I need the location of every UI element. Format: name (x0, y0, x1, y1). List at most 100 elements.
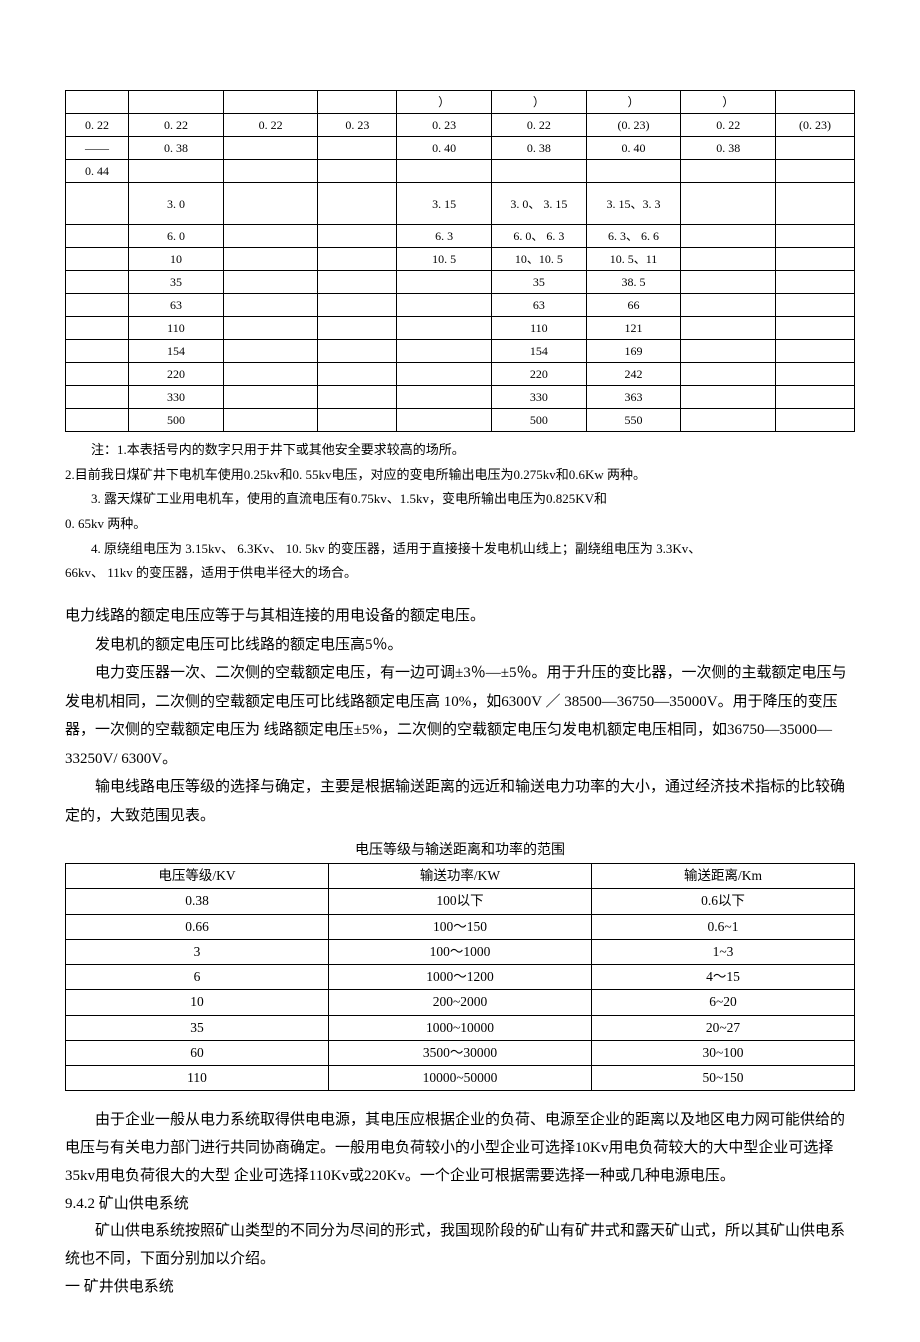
table-cell (681, 294, 776, 317)
paragraph-block-2: 由于企业一般从电力系统取得供电电源，其电压应根据企业的负荷、电源至企业的距离以及… (65, 1107, 855, 1301)
table-cell: 1~3 (592, 939, 855, 964)
table-cell: 35 (66, 1015, 329, 1040)
table-cell: 20~27 (592, 1015, 855, 1040)
table-cell: 6. 0、 6. 3 (492, 225, 587, 248)
body-paragraph: 电力线路的额定电压应等于与其相连接的用电设备的额定电压。 (65, 602, 855, 631)
table-cell (776, 137, 855, 160)
table-cell (223, 409, 318, 432)
table-row: ）））） (66, 91, 855, 114)
table-row: 3. 03. 153. 0、 3. 153. 15、3. 3 (66, 183, 855, 225)
table-header-row: 电压等级/KV输送功率/KW输送距离/Km (66, 864, 855, 889)
table-cell (129, 160, 224, 183)
table-cell: 6 (66, 965, 329, 990)
table-cell: ） (586, 91, 681, 114)
table-cell: 10. 5、11 (586, 248, 681, 271)
table-cell: 100～150 (329, 914, 592, 939)
table-cell (318, 271, 397, 294)
table-cell: (0. 23) (586, 114, 681, 137)
table-cell (66, 225, 129, 248)
table-cell (223, 183, 318, 225)
table-cell (318, 183, 397, 225)
table-cell (397, 271, 492, 294)
table-cell: 550 (586, 409, 681, 432)
table-cell: ） (681, 91, 776, 114)
table-cell (397, 386, 492, 409)
table-cell (223, 91, 318, 114)
table-cell (776, 91, 855, 114)
table-row: 351000~1000020~27 (66, 1015, 855, 1040)
table-cell: 0. 40 (397, 137, 492, 160)
table-cell: 4～15 (592, 965, 855, 990)
table1-notes: 注：1.本表括号内的数字只用于井下或其他安全要求较高的场所。2.目前我日煤矿井下… (65, 438, 855, 586)
table-cell: ） (397, 91, 492, 114)
body-paragraph: 矿山供电系统按照矿山类型的不同分为尽间的形式，我国现阶段的矿山有矿井式和露天矿山… (65, 1218, 855, 1274)
table-row: 3100～10001~3 (66, 939, 855, 964)
table-cell: 0. 38 (129, 137, 224, 160)
table-cell (318, 363, 397, 386)
table-cell: 0. 44 (66, 160, 129, 183)
table-row: 0. 44 (66, 160, 855, 183)
table-cell (681, 160, 776, 183)
table-row: 500500550 (66, 409, 855, 432)
table2-caption: 电压等级与输送距离和功率的范围 (65, 840, 855, 861)
table-cell (586, 160, 681, 183)
table-cell (681, 409, 776, 432)
table-cell: 154 (129, 340, 224, 363)
table-cell (129, 91, 224, 114)
table-cell (223, 317, 318, 340)
table-cell (397, 294, 492, 317)
table-cell (223, 271, 318, 294)
body-paragraph: 9.4.2 矿山供电系统 (65, 1191, 855, 1219)
table-cell (776, 248, 855, 271)
table-row: 220220242 (66, 363, 855, 386)
table-row: 603500～3000030~100 (66, 1040, 855, 1065)
table-cell (397, 409, 492, 432)
table-cell (397, 363, 492, 386)
table-cell (776, 409, 855, 432)
table-cell: 10 (66, 990, 329, 1015)
table-cell: 0.6以下 (592, 889, 855, 914)
table-cell: 63 (492, 294, 587, 317)
table-cell: 6. 3、 6. 6 (586, 225, 681, 248)
table-cell (681, 340, 776, 363)
note-line: 4. 原绕组电压为 3.15kv、 6.3Kv、 10. 5kv 的变压器，适用… (65, 537, 855, 562)
table-cell (318, 91, 397, 114)
table-cell: 3. 0 (129, 183, 224, 225)
note-line: 0. 65kv 两种。 (65, 512, 855, 537)
table-cell: 30~100 (592, 1040, 855, 1065)
table-cell: 110 (129, 317, 224, 340)
body-paragraph: 发电机的额定电压可比线路的额定电压高5％。 (65, 631, 855, 660)
table-cell: 63 (129, 294, 224, 317)
table-cell (66, 409, 129, 432)
table-cell (66, 271, 129, 294)
table-cell: 200~2000 (329, 990, 592, 1015)
table-cell (318, 137, 397, 160)
body-paragraph: 一 矿井供电系统 (65, 1274, 855, 1302)
table-cell: 169 (586, 340, 681, 363)
table-cell (66, 386, 129, 409)
table-row: 61000～12004～15 (66, 965, 855, 990)
table-cell: 110 (66, 1066, 329, 1091)
table-cell: 66 (586, 294, 681, 317)
table-cell (318, 409, 397, 432)
table-cell (776, 340, 855, 363)
table-cell (223, 137, 318, 160)
body-paragraph: 电力变压器一次、二次侧的空载额定电压，有一边可调±3％—±5％。用于升压的变比器… (65, 659, 855, 773)
table-cell: (0. 23) (776, 114, 855, 137)
table-cell (681, 363, 776, 386)
table-cell: 35 (129, 271, 224, 294)
table-cell (318, 248, 397, 271)
table-cell: 1000～1200 (329, 965, 592, 990)
table-row: 353538. 5 (66, 271, 855, 294)
table-cell: 500 (492, 409, 587, 432)
table-cell (318, 160, 397, 183)
table-row: 1010. 510、10. 510. 5、11 (66, 248, 855, 271)
table-cell (66, 294, 129, 317)
table-cell: 0. 38 (681, 137, 776, 160)
table-cell (223, 225, 318, 248)
note-line: 3. 露天煤矿工业用电机车，使用的直流电压有0.75kv、1.5kv，变电所输出… (65, 487, 855, 512)
voltage-table-1: ））））0. 220. 220. 220. 230. 230. 22(0. 23… (65, 90, 855, 432)
table-cell (681, 317, 776, 340)
table-cell: 100～1000 (329, 939, 592, 964)
table-cell (776, 294, 855, 317)
